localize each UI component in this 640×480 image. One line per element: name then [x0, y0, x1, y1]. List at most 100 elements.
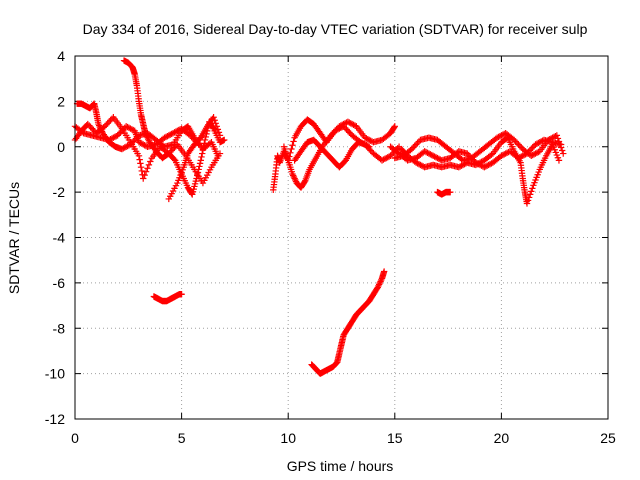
data-point-arc-h: [292, 176, 299, 184]
data-point-arc-d: [198, 153, 205, 161]
data-point-arc-f: [214, 126, 222, 133]
data-point-arc-g: [289, 142, 296, 149]
data-point-arc-k: [486, 160, 494, 168]
data-point-arc-h: [289, 172, 297, 179]
data-point-arc-b: [136, 156, 143, 163]
data-point-arc-h: [291, 175, 298, 182]
data-point-arc-a: [168, 130, 175, 138]
data-point-arc-i: [363, 142, 370, 150]
data-point-arc-b: [88, 125, 96, 132]
data-point-arc-c: [120, 145, 127, 152]
data-point-arc-l: [557, 144, 565, 151]
data-point-arc-h: [336, 123, 343, 130]
x-tick-label: 20: [494, 430, 510, 446]
x-axis-label: GPS time / hours: [287, 458, 394, 474]
data-point-arc-l: [549, 134, 556, 141]
data-point-arc-d: [142, 129, 149, 137]
data-point-arc-a: [161, 134, 168, 141]
data-point-arc-l: [493, 134, 501, 141]
data-point-arc-a: [141, 142, 148, 149]
y-tick-label: -8: [53, 320, 66, 336]
data-point-arc-i: [387, 152, 394, 160]
data-point-arc-c: [97, 125, 104, 132]
data-point-arc-g: [290, 138, 297, 145]
data-point-arc-b: [144, 165, 151, 172]
data-point-arc-d: [193, 175, 200, 182]
data-point-arc-k: [429, 152, 437, 160]
data-point-arc-d: [144, 135, 152, 143]
data-point-arc-a: [169, 129, 177, 137]
data-point-arc-m: [418, 162, 426, 169]
y-tick-label: 4: [57, 48, 65, 64]
data-point-arc-c: [95, 120, 102, 128]
data-point-arc-b: [101, 123, 109, 130]
data-point-arc-c: [98, 126, 105, 134]
data-point-arc-m: [456, 163, 464, 170]
data-point-arc-m: [472, 161, 480, 169]
data-point-arc-j: [375, 281, 383, 288]
data-point-arc-d: [199, 150, 206, 157]
data-point-arc-i: [384, 154, 391, 161]
data-point-arc-k: [483, 162, 491, 169]
data-point-arc-d: [142, 131, 150, 138]
data-point-arc-h: [327, 132, 335, 139]
data-point-arc-l: [408, 145, 416, 153]
data-point-arc-k: [424, 149, 431, 156]
x-tick-label: 10: [280, 430, 296, 446]
data-point-arc-d: [194, 172, 201, 179]
data-point-arc-d: [196, 160, 204, 167]
data-point-arc-k: [533, 140, 541, 147]
data-point-arc-a: [165, 132, 173, 139]
data-point-arc-n: [447, 188, 454, 196]
data-point-arc-b: [87, 123, 94, 131]
y-tick-label: 0: [57, 139, 65, 155]
data-point-arc-a: [125, 124, 133, 132]
data-point-arc-c: [130, 138, 137, 145]
data-point-arc-l: [550, 133, 558, 141]
data-point-arc-c: [127, 141, 134, 148]
data-point-arc-a: [137, 139, 144, 147]
x-tick-label: 0: [71, 430, 79, 446]
data-point-arc-f: [213, 123, 220, 130]
data-point-arc-l: [532, 150, 539, 157]
data-point-arc-m: [476, 159, 484, 166]
grid-lines: [75, 56, 608, 419]
data-point-arc-k: [529, 144, 536, 151]
data-point-arc-k: [434, 154, 441, 162]
data-point-arc-b: [140, 175, 147, 182]
data-point-arc-l: [528, 152, 535, 160]
data-point-arc-h: [390, 124, 398, 131]
data-point-arc-l: [533, 149, 541, 156]
data-point-arc-a: [162, 133, 170, 141]
data-point-arc-k: [498, 152, 505, 160]
data-point-arc-k: [502, 150, 509, 157]
data-point-arc-l: [553, 132, 561, 139]
data-point-arc-l: [516, 142, 524, 150]
data-point-arc-d: [144, 134, 151, 141]
data-point-arc-b: [135, 152, 143, 160]
data-point-arc-a: [128, 126, 136, 133]
data-point-arc-b: [105, 118, 113, 125]
data-point-arc-h: [329, 130, 336, 138]
data-point-arc-k: [427, 151, 434, 158]
data-point-arc-j: [374, 284, 381, 291]
data-point-arc-b: [103, 121, 110, 129]
data-point-arc-h: [363, 135, 370, 142]
data-point-arc-c: [118, 145, 126, 153]
data-point-arc-k: [485, 161, 492, 169]
data-point-arc-l: [496, 132, 504, 140]
data-point-arc-m: [475, 160, 482, 167]
data-point-arc-g: [344, 127, 352, 135]
data-point-arc-h: [339, 121, 346, 129]
data-point-arc-a: [164, 132, 171, 140]
data-point-arc-m: [459, 161, 467, 169]
data-point-arc-h: [290, 173, 298, 181]
data-point-arc-a: [135, 139, 143, 146]
data-point-arc-i: [364, 144, 371, 151]
data-point-arc-k: [422, 148, 430, 156]
axis-ticks: [74, 55, 609, 420]
data-point-arc-l: [495, 133, 502, 141]
data-point-arc-j: [376, 279, 384, 287]
data-point-arc-b: [145, 161, 153, 169]
